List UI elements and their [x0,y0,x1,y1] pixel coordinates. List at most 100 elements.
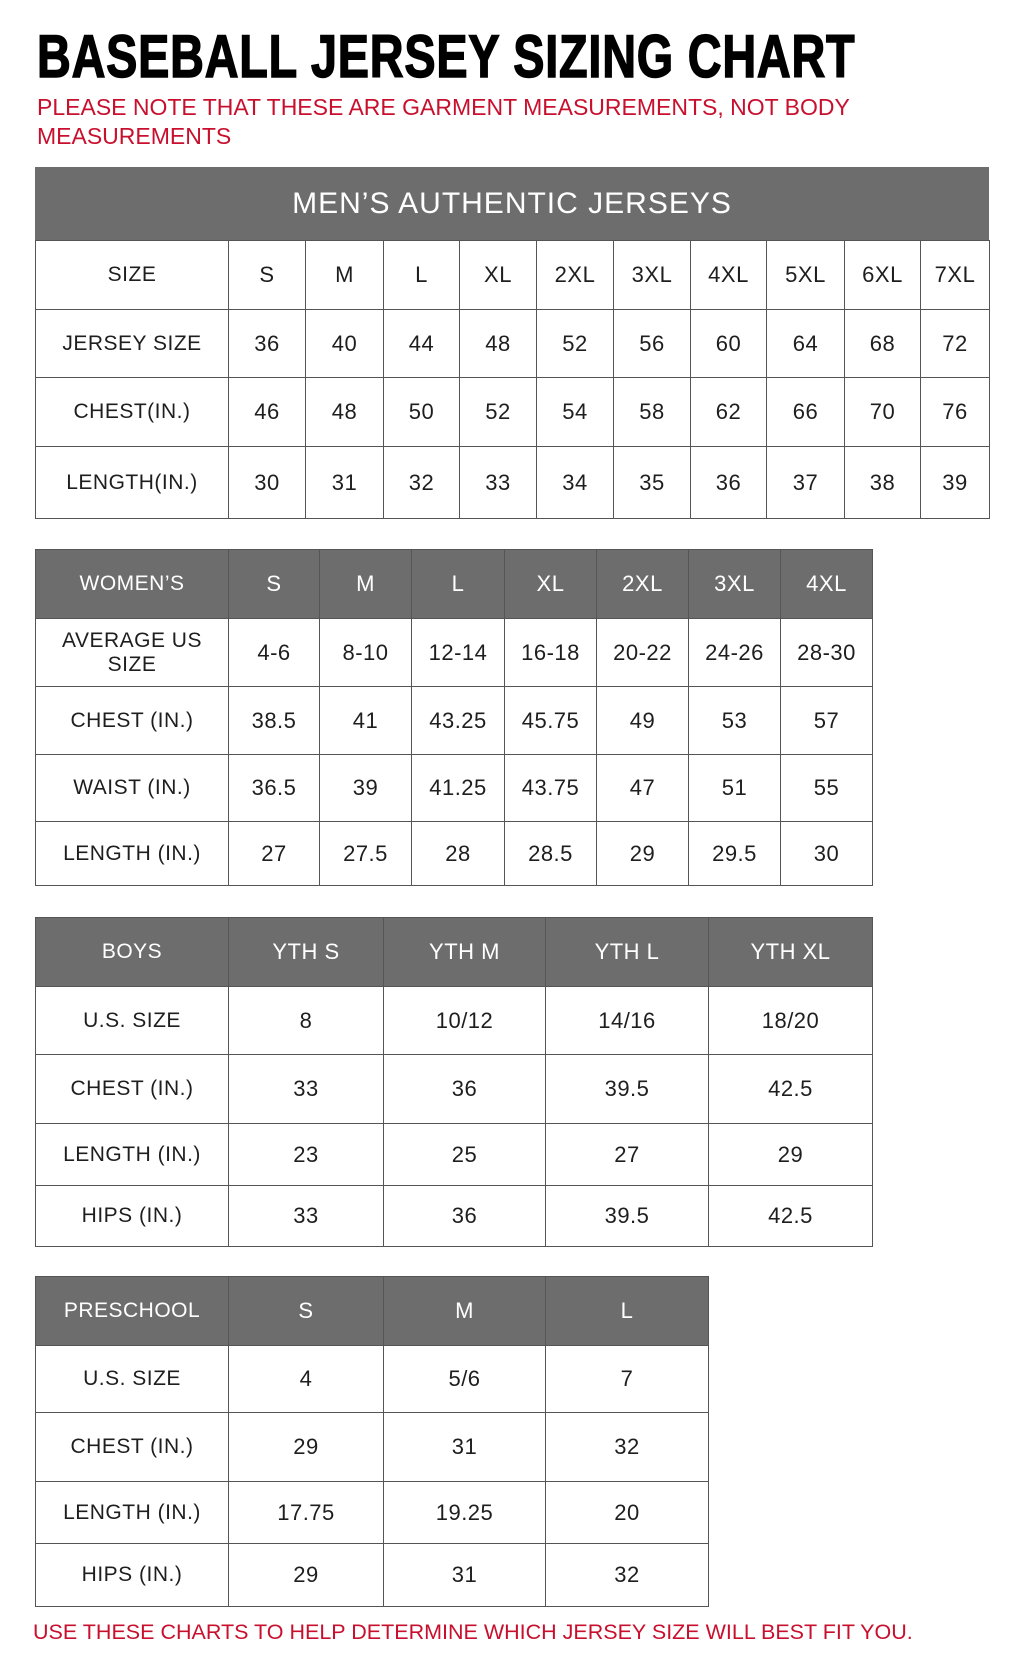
table-cell: 19.25 [383,1481,546,1544]
table-cell: 39.5 [545,1185,709,1247]
table-cell: 33 [459,446,537,519]
table-cell: 5/6 [383,1345,546,1413]
table-cell: 55 [780,754,873,822]
table-cell: XL [504,549,597,619]
table-cell: 50 [383,377,460,447]
table-cell: 6XL [844,240,921,310]
table-cell: 64 [766,309,845,378]
table-cell: 20 [545,1481,709,1544]
table-cell: 12-14 [411,618,505,687]
table-cell: 27.5 [319,821,412,886]
table-cell: 39 [920,446,990,519]
footer-note: USE THESE CHARTS TO HELP DETERMINE WHICH… [33,1620,913,1644]
table-cell: 43.25 [411,686,505,755]
table-cell: 41 [319,686,412,755]
table-cell: S [228,240,306,310]
table-cell: 4XL [690,240,767,310]
table-cell: 33 [228,1054,384,1124]
table-cell: M [383,1276,546,1346]
table-cell: 45.75 [504,686,597,755]
table-cell: 30 [780,821,873,886]
table-cell: 49 [596,686,689,755]
table-cell: 48 [459,309,537,378]
row-label: CHEST(IN.) [35,377,229,447]
mens-table-banner: MEN’S AUTHENTIC JERSEYS [35,167,989,240]
table-cell: 25 [383,1123,546,1186]
table-row: LENGTH (IN.) 17.75 19.25 20 [35,1481,709,1544]
table-cell: 2XL [596,549,689,619]
table-cell: 46 [228,377,306,447]
table-cell: 3XL [613,240,691,310]
row-label: HIPS (IN.) [35,1543,229,1607]
table-cell: 17.75 [228,1481,384,1544]
table-cell: 33 [228,1185,384,1247]
table-row: WAIST (IN.) 36.5 39 41.25 43.75 47 51 55 [35,754,873,822]
table-row: HIPS (IN.) 33 36 39.5 42.5 [35,1185,873,1247]
table-cell: M [319,549,412,619]
row-label: LENGTH (IN.) [35,1481,229,1544]
row-label: AVERAGE US SIZE [35,618,229,687]
table-cell: 28-30 [780,618,873,687]
womens-size-table: WOMEN’S S M L XL 2XL 3XL 4XL AVERAGE US SIZE 4-6 8… [35,549,873,886]
table-cell: 39 [319,754,412,822]
table-cell: 24-26 [688,618,781,687]
table-cell: 76 [920,377,990,447]
table-cell: 43.75 [504,754,597,822]
table-cell: 27 [228,821,320,886]
table-cell: XL [459,240,537,310]
table-cell: 31 [305,446,384,519]
table-cell: 51 [688,754,781,822]
table-cell: 57 [780,686,873,755]
table-cell: 4-6 [228,618,320,687]
table-cell: 14/16 [545,986,709,1055]
table-cell: S [228,549,320,619]
table-row: JERSEY SIZE 36 40 44 48 52 56 60 64 68 72 [35,309,990,378]
table-cell: 2XL [536,240,614,310]
table-cell: YTH M [383,917,546,987]
table-cell: 3XL [688,549,781,619]
row-label: LENGTH(IN.) [35,446,229,519]
table-cell: 44 [383,309,460,378]
table-cell: 29.5 [688,821,781,886]
table-cell: 18/20 [708,986,873,1055]
row-label: WOMEN’S [35,549,229,619]
table-cell: 10/12 [383,986,546,1055]
table-cell: 36.5 [228,754,320,822]
table-cell: 32 [545,1412,709,1482]
table-cell: 56 [613,309,691,378]
table-cell: 36 [383,1185,546,1247]
table-cell: 4XL [780,549,873,619]
table-row: SIZE S M L XL 2XL 3XL 4XL 5XL 6XL 7XL [35,240,990,310]
boys-size-table: BOYS YTH S YTH M YTH L YTH XL U.S. SIZE 8 10/12… [35,917,873,1247]
table-cell: 32 [383,446,460,519]
table-cell: 38.5 [228,686,320,755]
table-cell: 36 [383,1054,546,1124]
table-row: LENGTH(IN.) 30 31 32 33 34 35 36 37 38 39 [35,446,990,519]
row-label: BOYS [35,917,229,987]
table-cell: 40 [305,309,384,378]
table-cell: 66 [766,377,845,447]
table-cell: L [545,1276,709,1346]
table-cell: 54 [536,377,614,447]
row-label: WAIST (IN.) [35,754,229,822]
preschool-size-table: PRESCHOOL S M L U.S. SIZE 4 5/6 7 CHEST (IN.) 29 3… [35,1276,709,1607]
row-label: U.S. SIZE [35,1345,229,1413]
table-cell: 41.25 [411,754,505,822]
table-cell: 29 [228,1543,384,1607]
table-cell: 47 [596,754,689,822]
table-row: CHEST (IN.) 29 31 32 [35,1412,709,1482]
table-row: U.S. SIZE 8 10/12 14/16 18/20 [35,986,873,1055]
row-label: CHEST (IN.) [35,1412,229,1482]
table-header-row: WOMEN’S S M L XL 2XL 3XL 4XL [35,549,873,619]
row-label: SIZE [35,240,229,310]
table-cell: 29 [596,821,689,886]
table-cell: L [383,240,460,310]
table-cell: 37 [766,446,845,519]
table-cell: 42.5 [708,1185,873,1247]
table-cell: 39.5 [545,1054,709,1124]
table-cell: 42.5 [708,1054,873,1124]
row-label: U.S. SIZE [35,986,229,1055]
table-cell: YTH L [545,917,709,987]
table-cell: 7 [545,1345,709,1413]
table-row: HIPS (IN.) 29 31 32 [35,1543,709,1607]
